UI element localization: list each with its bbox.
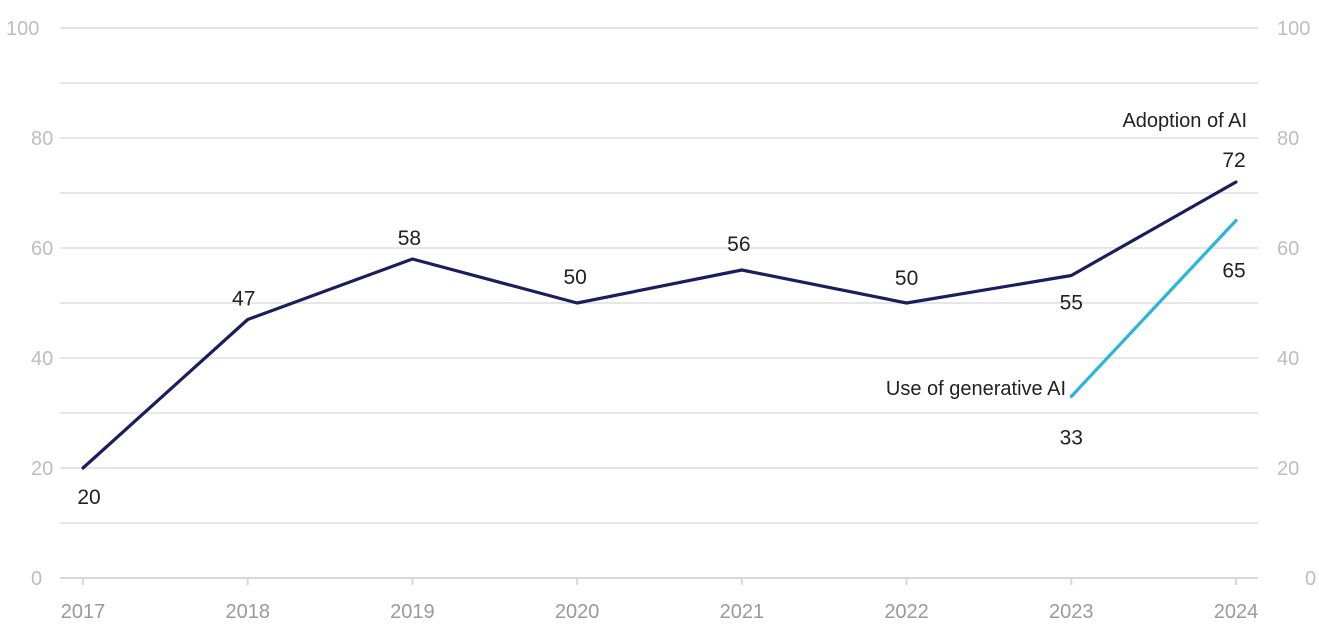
x-tick-label: 2021 bbox=[720, 601, 765, 623]
series-layer bbox=[83, 182, 1236, 468]
y-tick-label-left: 80 bbox=[31, 128, 53, 150]
x-tick-label: 2024 bbox=[1214, 601, 1259, 623]
use-of-generative-ai-series-label: Use of generative AI bbox=[886, 378, 1066, 400]
y-tick-label-left: 20 bbox=[31, 458, 53, 480]
x-tick-label: 2023 bbox=[1049, 601, 1094, 623]
y-tick-label-right: 20 bbox=[1277, 458, 1299, 480]
adoption-data-label: 72 bbox=[1222, 149, 1245, 172]
y-tick-label-right: 40 bbox=[1277, 348, 1299, 370]
x-tick-label: 2018 bbox=[225, 601, 270, 623]
x-tick-label: 2020 bbox=[555, 601, 600, 623]
generative-ai-data-label: 65 bbox=[1222, 260, 1245, 283]
adoption-data-label: 58 bbox=[398, 227, 421, 250]
y-tick-label-right: 60 bbox=[1277, 238, 1299, 260]
y-tick-label-left: 100 bbox=[6, 18, 39, 40]
generative-ai-data-label: 33 bbox=[1060, 427, 1083, 450]
adoption-of-ai-series-label: Adoption of AI bbox=[1122, 110, 1247, 132]
adoption-of-ai-line bbox=[83, 182, 1236, 468]
adoption-data-label: 56 bbox=[727, 233, 750, 256]
y-tick-label-right: 80 bbox=[1277, 128, 1299, 150]
adoption-data-label: 50 bbox=[895, 267, 918, 290]
x-tick-label: 2019 bbox=[390, 601, 435, 623]
y-tick-label-left: 0 bbox=[31, 568, 42, 590]
y-tick-label-right: 100 bbox=[1277, 18, 1310, 40]
x-tick-label: 2017 bbox=[61, 601, 106, 623]
y-tick-label-left: 40 bbox=[31, 348, 53, 370]
x-tick-label: 2022 bbox=[884, 601, 929, 623]
y-tick-label-right: 0 bbox=[1305, 568, 1316, 590]
y-tick-label-left: 60 bbox=[31, 238, 53, 260]
adoption-data-label: 50 bbox=[563, 266, 586, 289]
adoption-data-label: 47 bbox=[232, 288, 255, 311]
adoption-data-label: 20 bbox=[77, 486, 100, 509]
label-layer: 20 47 58 50 56 50 55 72 33 65 Adoption of AI Use of… bbox=[77, 110, 1247, 509]
adoption-data-label: 55 bbox=[1060, 292, 1083, 315]
use-of-generative-ai-line bbox=[1071, 221, 1236, 397]
